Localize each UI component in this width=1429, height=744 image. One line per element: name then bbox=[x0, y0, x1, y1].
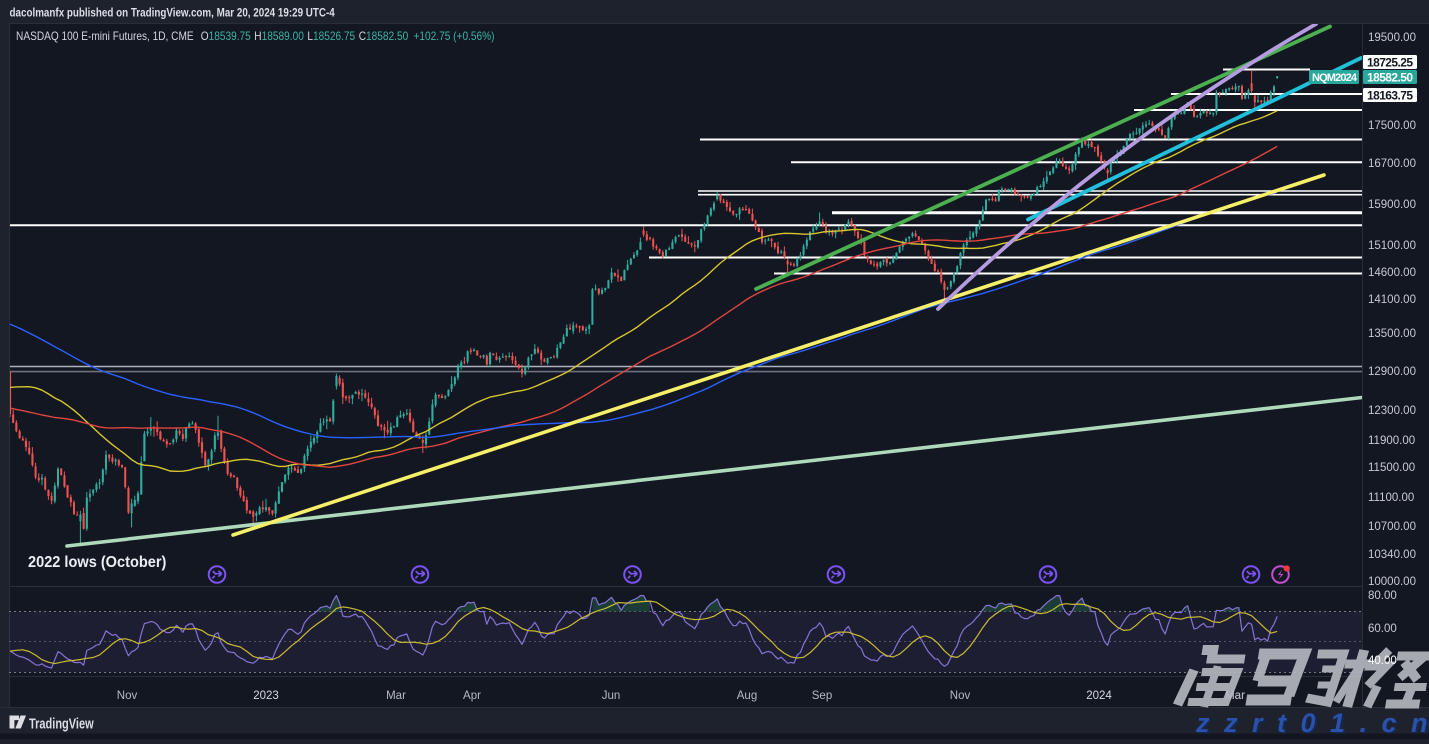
svg-text:40.00: 40.00 bbox=[1368, 655, 1397, 667]
svg-text:zzrt01.cn: zzrt01.cn bbox=[1197, 710, 1429, 740]
svg-text:12900.00: 12900.00 bbox=[1368, 366, 1416, 378]
svg-text:60.00: 60.00 bbox=[1368, 623, 1397, 635]
svg-text:14100.00: 14100.00 bbox=[1368, 294, 1416, 306]
svg-text:80.00: 80.00 bbox=[1368, 590, 1397, 602]
svg-text:Aug: Aug bbox=[737, 690, 757, 702]
svg-text:2024: 2024 bbox=[1086, 690, 1112, 702]
svg-text:18725.25: 18725.25 bbox=[1367, 56, 1413, 70]
svg-text:18582.50: 18582.50 bbox=[1367, 71, 1413, 85]
svg-text:12300.00: 12300.00 bbox=[1368, 405, 1416, 417]
svg-text:17500.00: 17500.00 bbox=[1368, 120, 1416, 132]
svg-text:NASDAQ 100 E-mini Futures, 1D,: NASDAQ 100 E-mini Futures, 1D, CME O18539… bbox=[16, 30, 494, 43]
svg-text:Mar: Mar bbox=[386, 690, 406, 702]
svg-text:15900.00: 15900.00 bbox=[1368, 199, 1416, 211]
svg-text:10700.00: 10700.00 bbox=[1368, 521, 1416, 533]
svg-text:15100.00: 15100.00 bbox=[1368, 240, 1416, 252]
svg-text:2022 lows (October): 2022 lows (October) bbox=[28, 554, 166, 572]
svg-text:Jun: Jun bbox=[602, 690, 621, 702]
svg-text:10000.00: 10000.00 bbox=[1368, 576, 1416, 588]
svg-text:dacolmanfx published on Tradin: dacolmanfx published on TradingView.com,… bbox=[10, 7, 336, 20]
svg-text:Apr: Apr bbox=[463, 690, 481, 702]
svg-text:11900.00: 11900.00 bbox=[1368, 435, 1415, 447]
svg-text:13500.00: 13500.00 bbox=[1368, 328, 1416, 340]
svg-text:16700.00: 16700.00 bbox=[1368, 158, 1416, 170]
svg-text:19500.00: 19500.00 bbox=[1368, 32, 1416, 44]
svg-text:Nov: Nov bbox=[950, 690, 971, 702]
svg-text:Sep: Sep bbox=[812, 690, 832, 702]
svg-text:11100.00: 11100.00 bbox=[1368, 492, 1414, 504]
svg-text:11500.00: 11500.00 bbox=[1368, 462, 1415, 474]
svg-text:Mar: Mar bbox=[1225, 690, 1245, 702]
svg-text:10340.00: 10340.00 bbox=[1368, 549, 1416, 561]
svg-text:NQM2024: NQM2024 bbox=[1312, 72, 1358, 84]
svg-text:zzrt01.cn: zzrt01.cn bbox=[1195, 708, 1429, 738]
svg-text:18163.75: 18163.75 bbox=[1367, 89, 1413, 103]
svg-text:2023: 2023 bbox=[253, 690, 279, 702]
svg-text:Nov: Nov bbox=[117, 690, 138, 702]
svg-text:TradingView: TradingView bbox=[29, 715, 94, 732]
svg-text:14600.00: 14600.00 bbox=[1368, 267, 1416, 279]
